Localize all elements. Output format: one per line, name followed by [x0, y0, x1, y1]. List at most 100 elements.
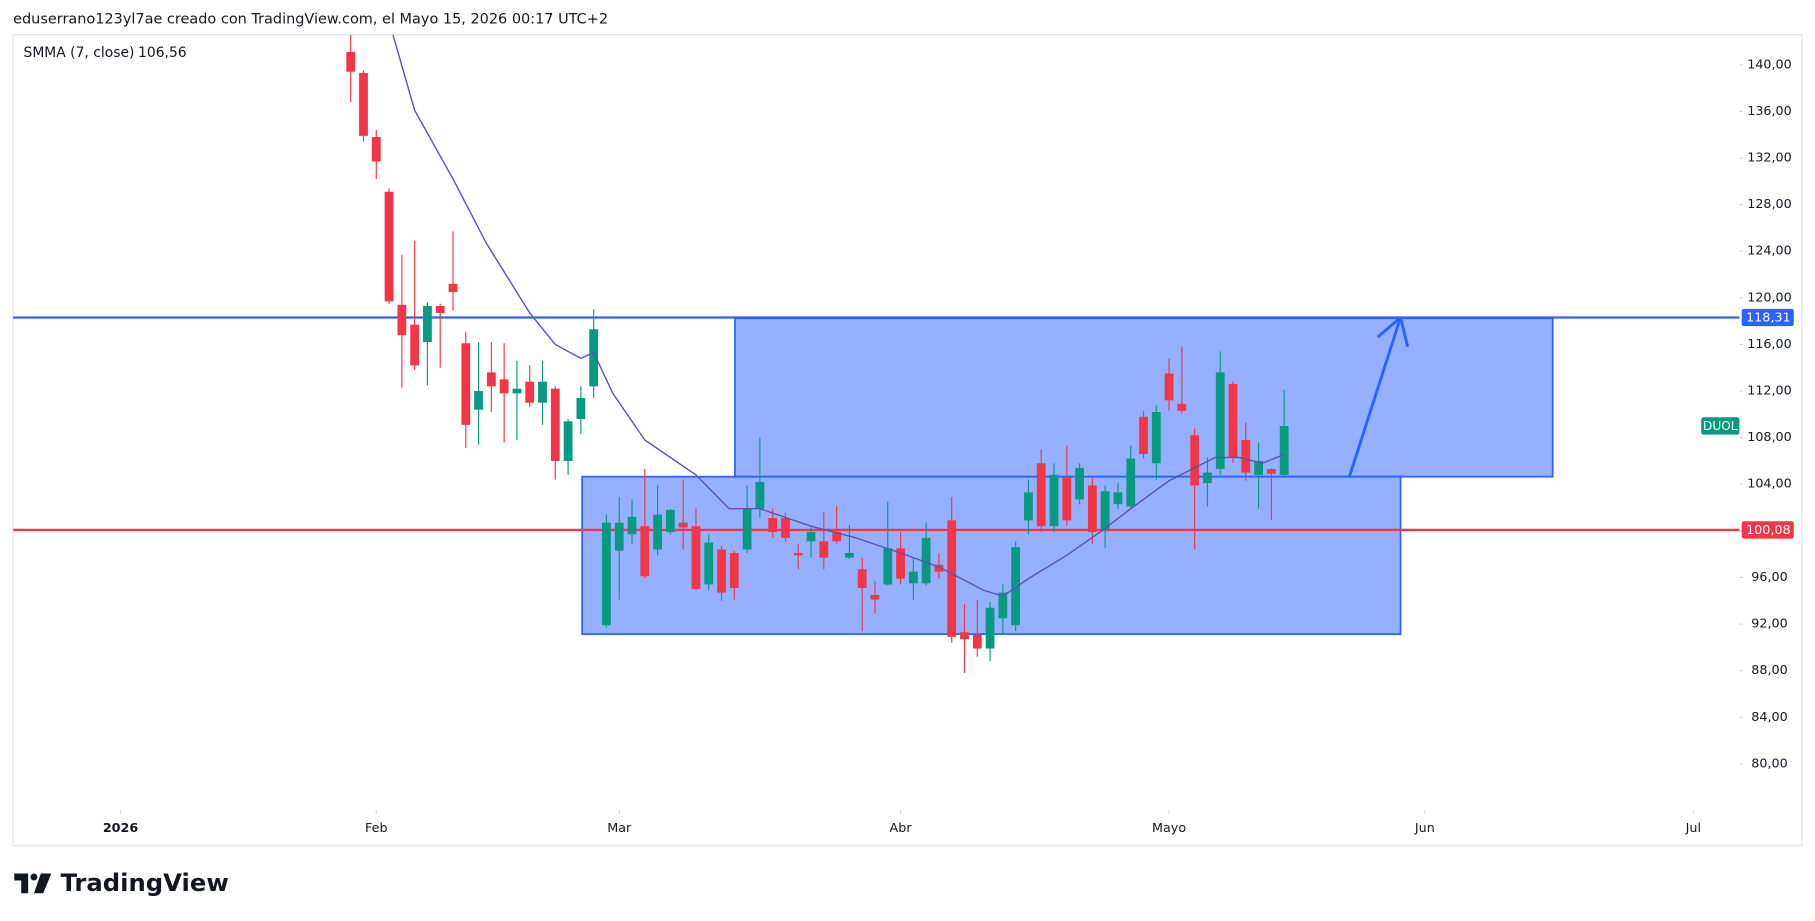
- axes: 80,0084,0088,0092,0096,00100,00104,00108…: [103, 56, 1794, 835]
- y-tick-label: 88,00: [1751, 662, 1787, 677]
- candle-body: [1203, 472, 1212, 484]
- candle-body: [538, 381, 547, 403]
- candle-body: [589, 329, 599, 387]
- y-tick-label: 108,00: [1747, 429, 1792, 444]
- price-tag-label: 118,31: [1746, 310, 1791, 325]
- candle-body: [371, 137, 381, 162]
- header: eduserrano123yl7ae creado con TradingVie…: [13, 12, 608, 28]
- candle-body: [423, 305, 432, 343]
- x-tick-label: Mayo: [1152, 820, 1186, 835]
- candle-body: [1100, 491, 1110, 530]
- candle-body: [755, 481, 765, 509]
- candle-body: [908, 571, 918, 584]
- price-tag: [1741, 308, 1794, 327]
- candle-body: [665, 509, 675, 533]
- candle-body: [742, 508, 752, 550]
- candle-body: [1024, 492, 1033, 521]
- candle-body: [1177, 403, 1187, 411]
- candle-body: [653, 514, 662, 550]
- candle-body: [806, 532, 816, 542]
- y-tick-label: 92,00: [1751, 616, 1787, 631]
- candle-body: [512, 388, 522, 394]
- candle-body: [819, 541, 829, 558]
- candle-body: [832, 532, 842, 542]
- candle-body: [614, 522, 624, 551]
- candle-body: [1113, 492, 1123, 505]
- candle-body: [1075, 467, 1084, 500]
- candle-body: [870, 594, 880, 600]
- y-tick-label: 96,00: [1751, 569, 1787, 584]
- candle-body: [346, 51, 356, 72]
- indicator-value: 106,56: [138, 45, 187, 61]
- candle-body: [1228, 384, 1238, 458]
- candle-body: [998, 592, 1008, 619]
- y-tick-label: 124,00: [1747, 243, 1792, 258]
- y-tick-label: 116,00: [1747, 336, 1792, 351]
- candle-body: [704, 542, 714, 585]
- candle-body: [1266, 469, 1276, 474]
- arrow-shaft: [1348, 317, 1402, 478]
- candle-body: [499, 379, 509, 394]
- y-tick-label: 84,00: [1751, 709, 1787, 724]
- candle-body: [960, 632, 969, 640]
- candle-body: [857, 569, 867, 588]
- candle-body: [781, 518, 790, 538]
- candle-body: [525, 381, 535, 403]
- x-tick-label: Mar: [607, 820, 632, 835]
- candle-body: [985, 607, 995, 649]
- price-tag: [1741, 521, 1794, 539]
- x-tick-label: Jun: [1414, 820, 1435, 835]
- y-tick-label: 132,00: [1747, 149, 1792, 164]
- candle-body: [435, 305, 445, 313]
- candle-body: [1126, 458, 1136, 507]
- smma-line: [392, 34, 1285, 597]
- candle-body: [793, 552, 803, 556]
- chart-frame: [12, 34, 1803, 847]
- price-tag-label: 100,08: [1746, 522, 1791, 537]
- candle-body: [397, 304, 407, 336]
- candle-body: [1190, 435, 1200, 486]
- candle-body: [691, 526, 701, 590]
- candle-body: [934, 564, 944, 572]
- x-tick-label: Jul: [1685, 820, 1701, 835]
- y-tick-label: 112,00: [1747, 383, 1792, 398]
- candle-body: [896, 548, 905, 579]
- candle-body: [486, 372, 496, 387]
- x-tick-label: 2026: [103, 820, 139, 835]
- candle-body: [678, 522, 688, 528]
- candle-body: [359, 72, 368, 136]
- logo-icon: [14, 873, 52, 894]
- candle-body: [1151, 412, 1161, 464]
- plot-area: [13, 34, 1740, 674]
- y-tick-label: 136,00: [1747, 103, 1792, 118]
- x-tick-label: Feb: [365, 820, 388, 835]
- candle-body: [1011, 547, 1021, 626]
- candle-body: [883, 548, 893, 585]
- candle-body: [845, 552, 854, 558]
- candle-body: [1087, 485, 1097, 533]
- candle-body: [717, 549, 726, 593]
- logo-text: TradingView: [61, 868, 229, 897]
- candle-body: [1036, 463, 1046, 527]
- candle-body: [921, 537, 931, 584]
- candle-body: [1215, 372, 1225, 470]
- candle-body: [1139, 416, 1148, 454]
- candle-body: [1049, 474, 1059, 527]
- candle-body: [947, 520, 957, 637]
- arrow-head: [1399, 317, 1410, 348]
- candle-body: [563, 421, 573, 461]
- x-tick-label: Abr: [890, 820, 913, 835]
- symbol-tag-label: DUOL: [1703, 419, 1738, 433]
- candle-body: [384, 191, 394, 302]
- candle-body: [1164, 373, 1174, 401]
- candle-body: [410, 324, 420, 366]
- symbol-tag: [1701, 417, 1740, 435]
- candle-body: [972, 634, 982, 649]
- candle-body: [768, 518, 778, 533]
- candle-body: [550, 388, 560, 461]
- candle-body: [1279, 425, 1289, 475]
- candle-body: [576, 398, 586, 419]
- candle-body: [729, 552, 739, 588]
